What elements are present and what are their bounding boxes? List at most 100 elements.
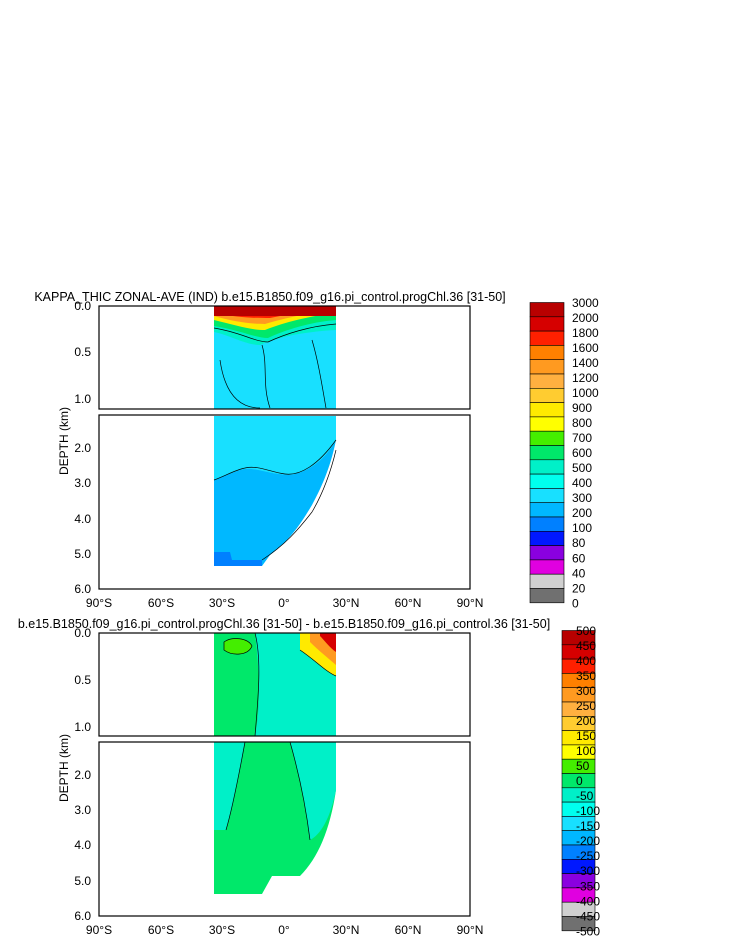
plot-2-lower-data bbox=[214, 741, 336, 894]
colorbar-label-2: 400 bbox=[576, 654, 596, 668]
plot-2-upper-fill-50to100 bbox=[224, 638, 252, 655]
colorbar-label-9: 50 bbox=[576, 759, 590, 773]
colorbar-label-6: 200 bbox=[576, 714, 596, 728]
plot-1-lower-contour-b bbox=[261, 449, 337, 561]
colorbar-label-15: 100 bbox=[572, 521, 592, 535]
plot-2-xtick-6: 90°N bbox=[457, 923, 484, 937]
plot-2-lower-fill-neg50to0 bbox=[290, 742, 336, 840]
plot-2-xtick-0: 90°S bbox=[86, 923, 112, 937]
plot-2-ytick-5: 4.0 bbox=[74, 838, 91, 852]
colorbar-swatch-9 bbox=[529, 430, 565, 446]
colorbar-swatch-11 bbox=[529, 459, 565, 475]
colorbar-swatch-6 bbox=[529, 387, 565, 403]
colorbar-label-5: 250 bbox=[576, 699, 596, 713]
colorbar-swatch-2 bbox=[529, 330, 565, 346]
plot-2-xtick-2: 30°S bbox=[209, 923, 235, 937]
colorbar-label-2: 1800 bbox=[572, 326, 599, 340]
plot-2-y-ticks: 0.0 0.5 1.0 2.0 3.0 4.0 5.0 6.0 bbox=[74, 626, 91, 923]
colorbar-swatch-12 bbox=[529, 473, 565, 489]
plot-1-upper-contour-b bbox=[261, 344, 271, 409]
colorbar-swatch-16 bbox=[529, 530, 565, 546]
plot-2-upper-data bbox=[214, 632, 337, 737]
colorbar-label-11: -50 bbox=[576, 789, 594, 803]
plot-2-lower-contour-b bbox=[225, 741, 246, 831]
plot-1-upper-contour-c bbox=[311, 339, 327, 409]
plot-1-colorbar: 3000200018001600140012001000900800700600… bbox=[529, 296, 599, 610]
plot-1-y-ticks: 0.0 0.5 1.0 2.0 3.0 4.0 5.0 6.0 bbox=[74, 299, 91, 596]
colorbar-label-19: 20 bbox=[572, 581, 586, 595]
colorbar-label-14: 200 bbox=[572, 506, 592, 520]
colorbar-swatch-7 bbox=[529, 402, 565, 418]
plot-1-ytick-5: 4.0 bbox=[74, 512, 91, 526]
plot-2-ytick-4: 3.0 bbox=[74, 803, 91, 817]
plot-2-ytick-3: 2.0 bbox=[74, 768, 91, 782]
plot-1-xtick-1: 60°S bbox=[148, 596, 174, 610]
colorbar-label-0: 500 bbox=[576, 624, 596, 638]
plot-1-ytick-6: 5.0 bbox=[74, 547, 91, 561]
plot-1-xtick-2: 30°S bbox=[209, 596, 235, 610]
colorbar-swatch-18 bbox=[529, 559, 565, 575]
plot-1-lower-data bbox=[213, 416, 337, 566]
colorbar-swatch-19 bbox=[529, 573, 565, 589]
plot-1: KAPPA_THIC ZONAL-AVE (IND) b.e15.B1850.f… bbox=[34, 290, 599, 610]
plot-1-xtick-3: 0° bbox=[278, 596, 290, 610]
plot-1-x-ticks: 90°S 60°S 30°S 0° 30°N 60°N 90°N bbox=[86, 596, 483, 610]
plot-2-title: b.e15.B1850.f09_g16.pi_control.progChl.3… bbox=[18, 617, 550, 631]
plot-1-xtick-5: 60°N bbox=[395, 596, 422, 610]
colorbar-label-18: -400 bbox=[576, 894, 600, 908]
colorbar-label-8: 800 bbox=[572, 416, 592, 430]
plot-2-upper-fill-pos-core-c bbox=[320, 633, 336, 652]
colorbar-swatch-20 bbox=[561, 916, 596, 932]
plot-1-upper-contour-d bbox=[213, 323, 337, 343]
colorbar-label-17: 60 bbox=[572, 551, 586, 565]
plot-2-colorbar: 500450400350300250200150100500-50-100-15… bbox=[561, 624, 600, 938]
plot-1-lower-fill-200 bbox=[214, 552, 262, 566]
plot-2-ytick-2: 1.0 bbox=[74, 720, 91, 734]
colorbar-label-12: 400 bbox=[572, 476, 592, 490]
plot-1-upper-frame bbox=[98, 305, 471, 410]
colorbar-label-3: 350 bbox=[576, 669, 596, 683]
plot-2-ytick-6: 5.0 bbox=[74, 874, 91, 888]
colorbar-swatch-17 bbox=[529, 545, 565, 561]
colorbar-label-13: -150 bbox=[576, 819, 600, 833]
plot-1-xtick-4: 30°N bbox=[333, 596, 360, 610]
plot-2-lower-fill-neg50to0-b bbox=[214, 742, 245, 830]
colorbar-label-4: 1400 bbox=[572, 356, 599, 370]
colorbar-label-16: 80 bbox=[572, 536, 586, 550]
plot-1-title: KAPPA_THIC ZONAL-AVE (IND) b.e15.B1850.f… bbox=[34, 290, 505, 304]
plot-2-upper-frame bbox=[98, 632, 471, 737]
colorbar-label-12: -100 bbox=[576, 804, 600, 818]
plot-2-lower-frame bbox=[98, 741, 471, 917]
colorbar-label-1: 2000 bbox=[572, 311, 599, 325]
colorbar-label-0: 3000 bbox=[572, 296, 599, 310]
colorbar-swatch-4 bbox=[529, 359, 565, 375]
plot-2-ytick-0: 0.0 bbox=[74, 626, 91, 640]
colorbar-label-6: 1000 bbox=[572, 386, 599, 400]
plot-1-xtick-0: 90°S bbox=[86, 596, 112, 610]
colorbar-label-4: 300 bbox=[576, 684, 596, 698]
plot-1-xtick-6: 90°N bbox=[457, 596, 484, 610]
colorbar-label-16: -300 bbox=[576, 864, 600, 878]
plot-2-xtick-3: 0° bbox=[278, 923, 290, 937]
plot-2-xtick-5: 60°N bbox=[395, 923, 422, 937]
plot-2-xtick-4: 30°N bbox=[333, 923, 360, 937]
plot-2-ytick-7: 6.0 bbox=[74, 909, 91, 923]
plot-1-ytick-7: 6.0 bbox=[74, 582, 91, 596]
colorbar-swatch-10 bbox=[529, 445, 565, 461]
plot-2-xtick-1: 60°S bbox=[148, 923, 174, 937]
colorbar-label-10: 0 bbox=[576, 774, 583, 788]
plot-1-ytick-2: 1.0 bbox=[74, 392, 91, 406]
plot-2-upper-contour-c bbox=[223, 638, 253, 655]
colorbar-label-20: 0 bbox=[572, 596, 579, 610]
plot-1-ytick-1: 0.5 bbox=[74, 345, 91, 359]
colorbar-label-20: -500 bbox=[576, 924, 600, 938]
colorbar-swatch-0 bbox=[529, 302, 565, 318]
colorbar-label-11: 500 bbox=[572, 461, 592, 475]
plot-1-lower-contour-a bbox=[213, 439, 337, 481]
plot-2-x-ticks: 90°S 60°S 30°S 0° 30°N 60°N 90°N bbox=[86, 923, 483, 937]
colorbar-swatch-5 bbox=[529, 373, 565, 389]
plot-2-ytick-1: 0.5 bbox=[74, 673, 91, 687]
colorbar-label-1: 450 bbox=[576, 639, 596, 653]
colorbar-label-7: 900 bbox=[572, 401, 592, 415]
